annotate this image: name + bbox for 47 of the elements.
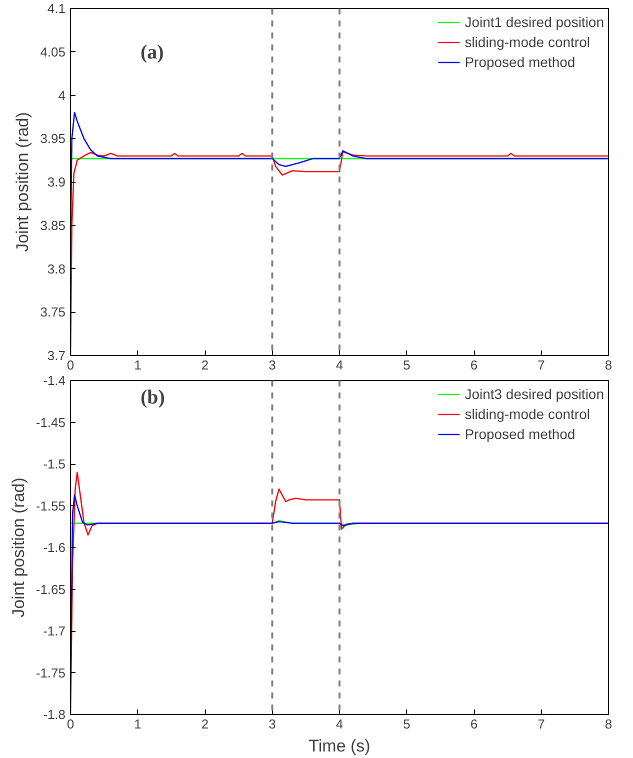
x-tick-label: 5 — [403, 358, 410, 372]
x-tick-label: 4 — [336, 358, 344, 372]
x-tick-label: 8 — [604, 716, 612, 732]
annotation: (a) — [140, 42, 164, 64]
x-tick-label: 4 — [336, 716, 344, 732]
x-tick-label: 7 — [538, 716, 545, 732]
x-tick-label: 8 — [604, 358, 612, 372]
x-tick-label: 2 — [201, 716, 209, 732]
x-tick-label: 3 — [268, 716, 276, 732]
y-tick-label: 3.8 — [47, 261, 66, 276]
y-tick-label: 4.1 — [47, 1, 66, 16]
y-tick-label: 3.75 — [40, 304, 66, 320]
x-tick-label: 2 — [201, 358, 209, 372]
x-tick-label: 3 — [268, 358, 276, 372]
y-tick-label: -1.55 — [36, 498, 66, 514]
x-tick-label: 1 — [134, 358, 142, 372]
x-tick-label: 6 — [470, 716, 478, 732]
y-tick-label: 3.9 — [47, 174, 66, 190]
y-tick-label: -1.8 — [43, 707, 66, 722]
legend-label: Joint3 desired position — [464, 385, 604, 403]
x-tick-label: 0 — [66, 716, 74, 732]
y-tick-label: 3.95 — [40, 131, 66, 146]
y-axis-title: Joint position (rad) — [8, 478, 28, 618]
y-tick-label: -1.5 — [43, 456, 66, 472]
x-tick-label: 1 — [134, 716, 142, 732]
y-tick-label: -1.75 — [36, 665, 66, 680]
y-tick-label: -1.65 — [36, 582, 66, 597]
y-tick-label: -1.4 — [43, 373, 66, 388]
legend-label: Joint1 desired position — [464, 13, 604, 31]
x-tick-label: 5 — [403, 716, 410, 732]
y-tick-label: -1.45 — [36, 414, 66, 430]
annotation: (b) — [140, 386, 165, 408]
x-tick-label: 6 — [470, 358, 478, 372]
y-tick-label: -1.7 — [43, 624, 66, 638]
legend-label: sliding-mode control — [464, 405, 590, 423]
y-axis-title: Joint position (rad) — [13, 112, 32, 252]
legend-label: Proposed method — [464, 53, 576, 71]
y-tick-label: -1.6 — [43, 540, 66, 555]
legend-label: sliding-mode control — [464, 33, 590, 51]
y-tick-label: 3.85 — [40, 218, 66, 233]
y-tick-label: 4 — [58, 88, 66, 103]
legend-label: Proposed method — [464, 425, 576, 443]
x-tick-label: 0 — [66, 358, 74, 372]
x-axis-title: Time (s) — [308, 736, 370, 756]
y-tick-label: 3.7 — [47, 348, 66, 363]
x-tick-label: 7 — [538, 358, 545, 372]
y-tick-label: 4.05 — [40, 44, 66, 60]
